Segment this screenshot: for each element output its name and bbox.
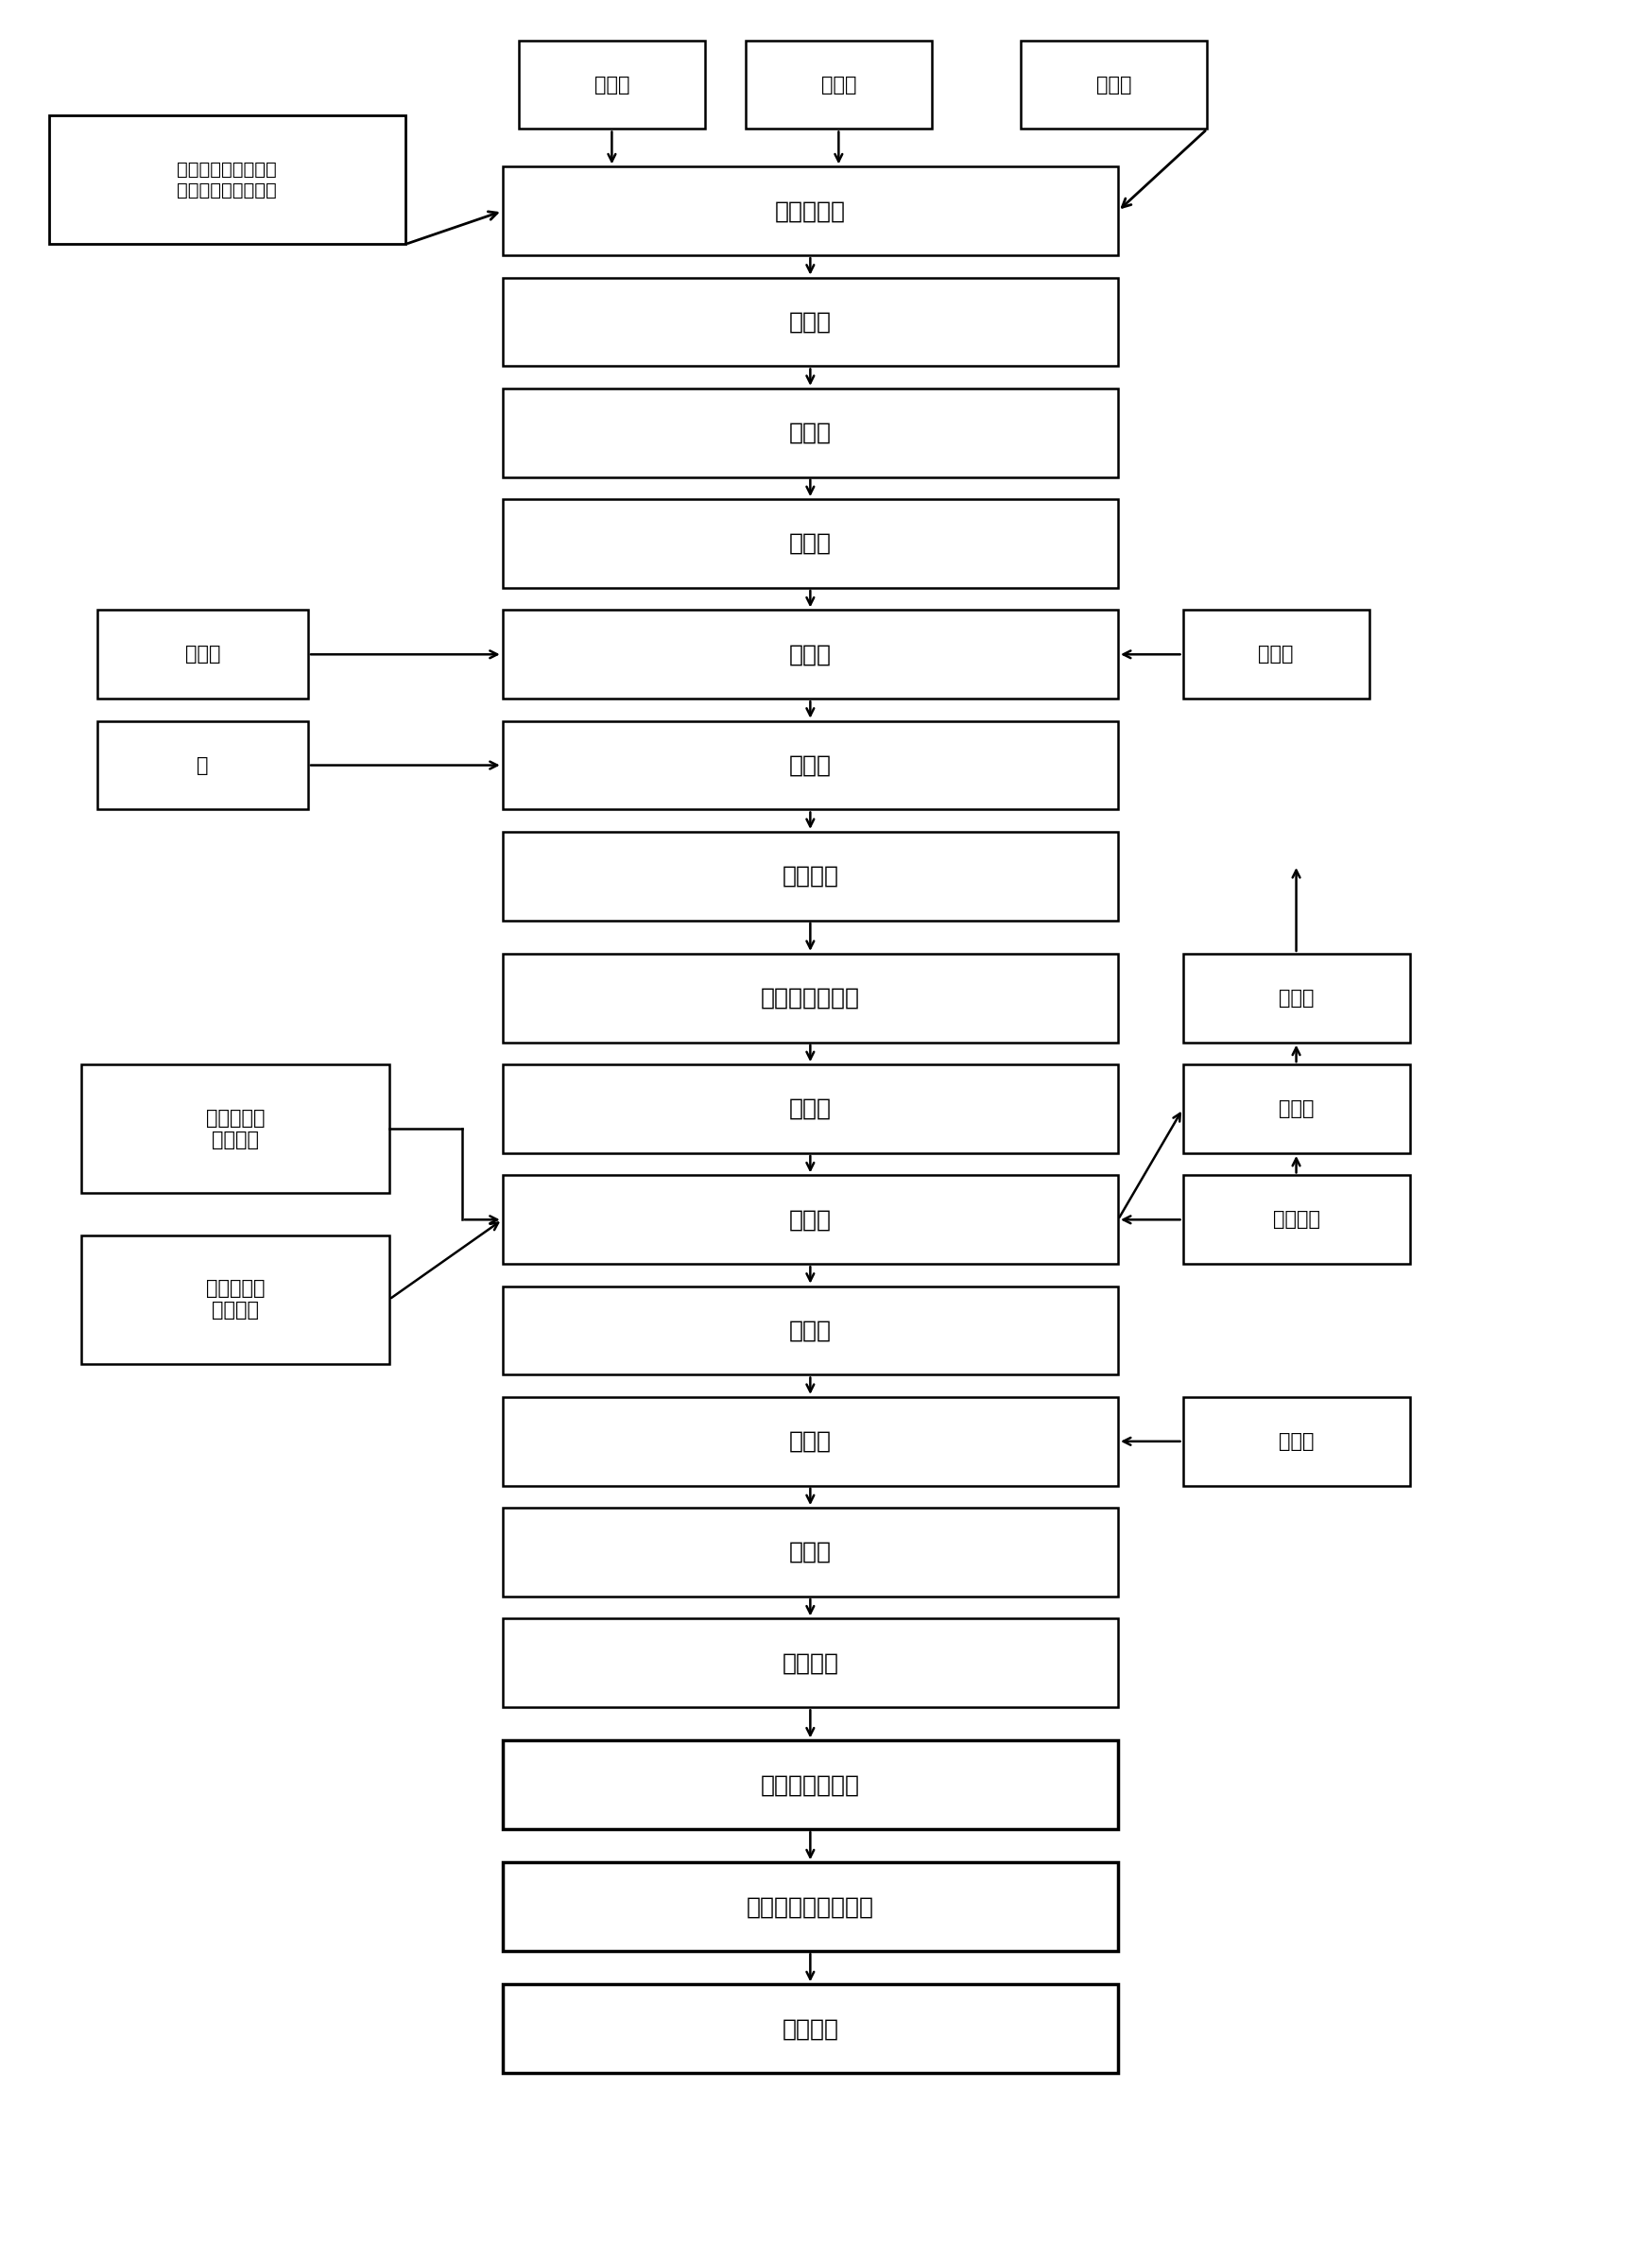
Text: 脱硫剂: 脱硫剂 (821, 75, 856, 95)
Bar (502, 1065, 1117, 1154)
Text: 超细粉: 超细粉 (788, 421, 831, 443)
Text: 烘　干: 烘 干 (788, 1097, 831, 1120)
Text: 混　匀: 混 匀 (788, 642, 831, 665)
Bar (502, 1984, 1117, 2072)
Bar (81, 1235, 388, 1364)
Bar (502, 1287, 1117, 1375)
Text: 风冷却: 风冷却 (788, 1430, 831, 1452)
Bar (81, 1065, 388, 1192)
Bar (502, 1620, 1117, 1708)
Bar (502, 278, 1117, 366)
Bar (1021, 41, 1206, 129)
Text: 粉　碎: 粉 碎 (788, 310, 831, 333)
Bar (97, 722, 307, 810)
Text: 吹氧、吹氩脱碳精炼: 吹氧、吹氩脱碳精炼 (747, 1896, 874, 1918)
Text: 配料、混合: 配料、混合 (775, 199, 846, 222)
Text: 水　冷: 水 冷 (788, 1540, 831, 1563)
Bar (502, 1509, 1117, 1597)
Text: 添加剂: 添加剂 (1095, 75, 1132, 95)
Text: 还原剂: 还原剂 (593, 75, 629, 95)
Text: 密封下料: 密封下料 (781, 864, 838, 887)
Bar (50, 115, 405, 244)
Bar (502, 500, 1117, 588)
Bar (1183, 1398, 1409, 1486)
Bar (502, 832, 1117, 921)
Text: 水: 水 (197, 756, 208, 774)
Bar (1183, 955, 1409, 1043)
Text: 还　原: 还 原 (788, 1319, 831, 1341)
Bar (502, 389, 1117, 477)
Text: 造　球: 造 球 (788, 753, 831, 776)
Bar (502, 167, 1117, 256)
Text: 钝　化: 钝 化 (788, 532, 831, 554)
Bar (519, 41, 705, 129)
Bar (1183, 1176, 1409, 1264)
Bar (502, 1176, 1117, 1264)
Bar (1183, 1065, 1409, 1154)
Bar (502, 1862, 1117, 1952)
Text: 烟　囱: 烟 囱 (1277, 1099, 1313, 1117)
Text: 除　尘: 除 尘 (1277, 988, 1313, 1007)
Bar (1183, 611, 1368, 699)
Bar (502, 955, 1117, 1043)
Bar (97, 611, 307, 699)
Text: 冷　风: 冷 风 (1277, 1432, 1313, 1450)
Bar (745, 41, 932, 129)
Bar (502, 1742, 1117, 1830)
Text: 红土镍矿粉、不锈钢
铁鳞、尘灰、烟道灰: 红土镍矿粉、不锈钢 铁鳞、尘灰、烟道灰 (177, 161, 278, 199)
Bar (502, 611, 1117, 699)
Text: 浇注成型: 浇注成型 (781, 2018, 838, 2040)
Text: 有衬电渣炉冶炼: 有衬电渣炉冶炼 (760, 1773, 859, 1796)
Text: 添加剂: 添加剂 (1257, 645, 1294, 663)
Bar (502, 722, 1117, 810)
Text: 螺旋出料: 螺旋出料 (781, 1651, 838, 1674)
Bar (502, 1398, 1117, 1486)
Text: 燃气、燃煤
罐外加热: 燃气、燃煤 罐外加热 (205, 1108, 264, 1149)
Text: 余热回收: 余热回收 (1272, 1210, 1318, 1228)
Text: 竖炉烘干箅布料: 竖炉烘干箅布料 (760, 986, 859, 1009)
Text: 燃气、燃煤
罐内加热: 燃气、燃煤 罐内加热 (205, 1278, 264, 1321)
Text: 预　热: 预 热 (788, 1208, 831, 1231)
Text: 粘接剂: 粘接剂 (185, 645, 220, 663)
